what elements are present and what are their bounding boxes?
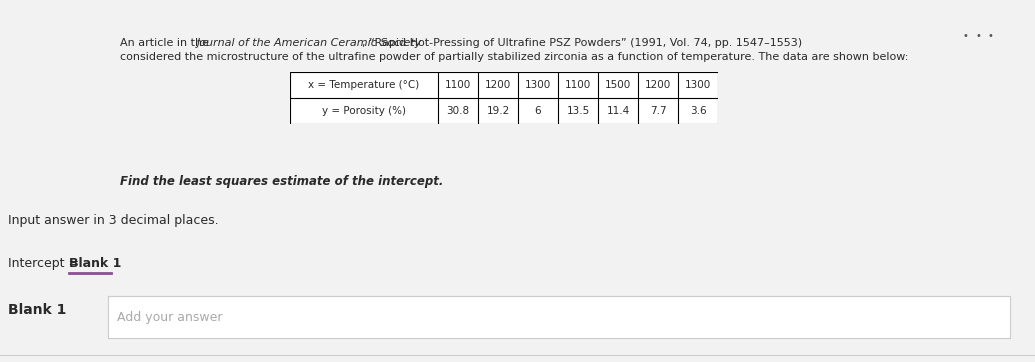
Text: 30.8: 30.8 [446,106,470,116]
Text: Blank 1: Blank 1 [69,257,121,270]
Text: •: • [963,31,969,41]
Text: Add your answer: Add your answer [117,311,223,324]
Text: 19.2: 19.2 [486,106,509,116]
Text: Input answer in 3 decimal places.: Input answer in 3 decimal places. [8,214,218,227]
Text: Intercept =: Intercept = [8,257,83,270]
Text: y = Porosity (%): y = Porosity (%) [322,106,406,116]
Text: x = Temperature (°C): x = Temperature (°C) [308,80,419,90]
Text: 1100: 1100 [445,80,471,90]
Text: 1300: 1300 [525,80,551,90]
Text: •: • [975,31,981,41]
Text: Journal of the American Ceramic Society: Journal of the American Ceramic Society [197,38,422,48]
Text: 1300: 1300 [685,80,711,90]
Text: , “Rapid Hot-Pressing of Ultrafine PSZ Powders” (1991, Vol. 74, pp. 1547–1553): , “Rapid Hot-Pressing of Ultrafine PSZ P… [362,38,802,48]
Text: 1100: 1100 [565,80,591,90]
Text: 1500: 1500 [604,80,631,90]
Text: Find the least squares estimate of the intercept.: Find the least squares estimate of the i… [120,175,443,188]
Text: 7.7: 7.7 [650,106,667,116]
Text: 11.4: 11.4 [607,106,629,116]
Text: considered the microstructure of the ultrafine powder of partially stabilized zi: considered the microstructure of the ult… [120,52,909,62]
Text: Blank 1: Blank 1 [8,303,66,317]
Text: 6: 6 [535,106,541,116]
Text: 13.5: 13.5 [566,106,590,116]
Text: An article in the: An article in the [120,38,212,48]
Text: 1200: 1200 [484,80,511,90]
Text: •: • [987,31,994,41]
Text: 1200: 1200 [645,80,671,90]
Text: 3.6: 3.6 [689,106,706,116]
